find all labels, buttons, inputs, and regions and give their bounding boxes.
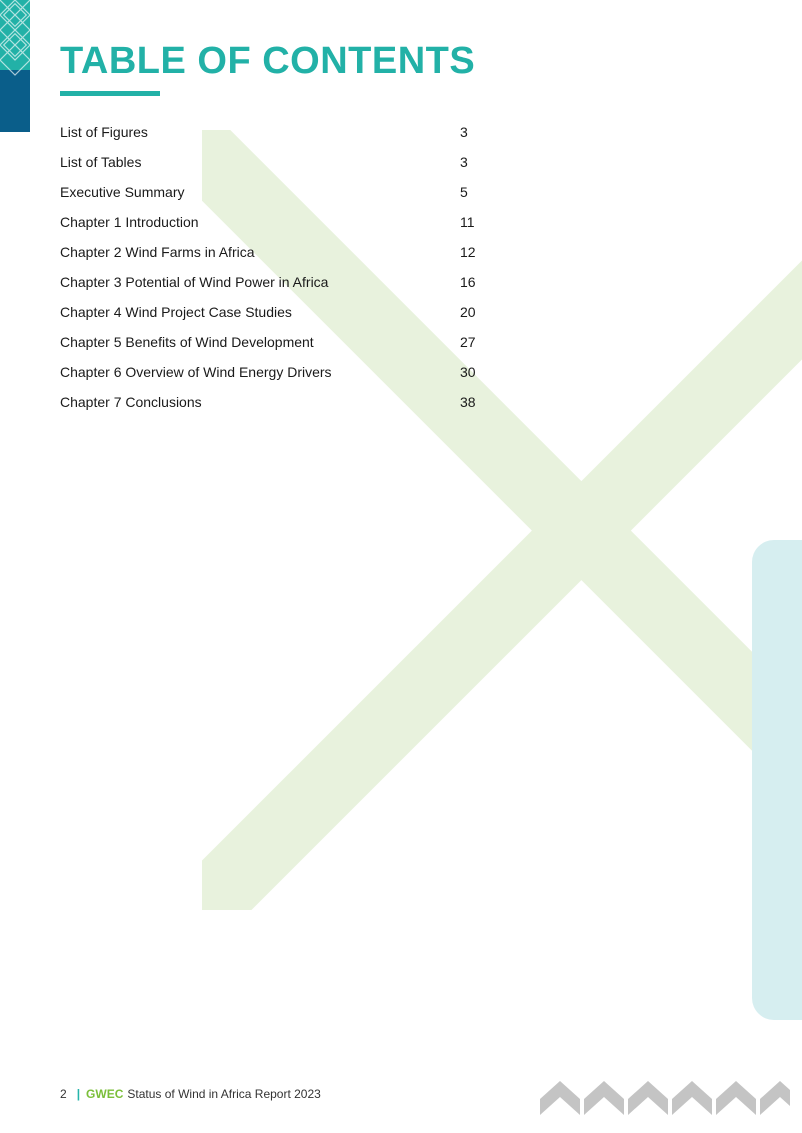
toc-row: Chapter 6 Overview of Wind Energy Driver… [60,364,742,380]
toc-row: Chapter 7 Conclusions38 [60,394,742,410]
toc-page-number: 3 [460,124,500,140]
toc-page-number: 27 [460,334,500,350]
footer-brand: GWEC [86,1087,123,1101]
toc-label: Chapter 3 Potential of Wind Power in Afr… [60,274,460,290]
toc-label: Chapter 5 Benefits of Wind Development [60,334,460,350]
toc-page-number: 3 [460,154,500,170]
footer-title: Status of Wind in Africa Report 2023 [127,1087,320,1101]
toc-row: Chapter 2 Wind Farms in Africa12 [60,244,742,260]
toc-page-number: 16 [460,274,500,290]
footer-page-number: 2 [60,1087,67,1101]
toc-page-number: 12 [460,244,500,260]
toc-page-number: 38 [460,394,500,410]
page-title: TABLE OF CONTENTS [60,40,742,83]
content-area: TABLE OF CONTENTS List of Figures3List o… [0,0,802,410]
page-footer: 2 | GWEC Status of Wind in Africa Report… [60,1087,321,1101]
toc-row: Chapter 4 Wind Project Case Studies20 [60,304,742,320]
toc-page-number: 5 [460,184,500,200]
toc-label: Chapter 4 Wind Project Case Studies [60,304,460,320]
toc-row: List of Tables3 [60,154,742,170]
toc-list: List of Figures3List of Tables3Executive… [60,124,742,410]
toc-label: Chapter 1 Introduction [60,214,460,230]
toc-row: Chapter 5 Benefits of Wind Development27 [60,334,742,350]
toc-label: List of Tables [60,154,460,170]
toc-page-number: 11 [460,214,500,230]
page-container: TABLE OF CONTENTS List of Figures3List o… [0,0,802,1133]
toc-row: List of Figures3 [60,124,742,140]
toc-page-number: 20 [460,304,500,320]
toc-label: List of Figures [60,124,460,140]
toc-row: Chapter 1 Introduction11 [60,214,742,230]
title-underline [60,91,160,96]
toc-label: Chapter 2 Wind Farms in Africa [60,244,460,260]
toc-row: Executive Summary5 [60,184,742,200]
toc-label: Chapter 6 Overview of Wind Energy Driver… [60,364,460,380]
bottom-chevron-pattern [540,1069,790,1115]
toc-label: Executive Summary [60,184,460,200]
footer-separator: | [77,1087,80,1101]
toc-row: Chapter 3 Potential of Wind Power in Afr… [60,274,742,290]
toc-label: Chapter 7 Conclusions [60,394,460,410]
toc-page-number: 30 [460,364,500,380]
background-bar-cyan [752,540,802,1020]
